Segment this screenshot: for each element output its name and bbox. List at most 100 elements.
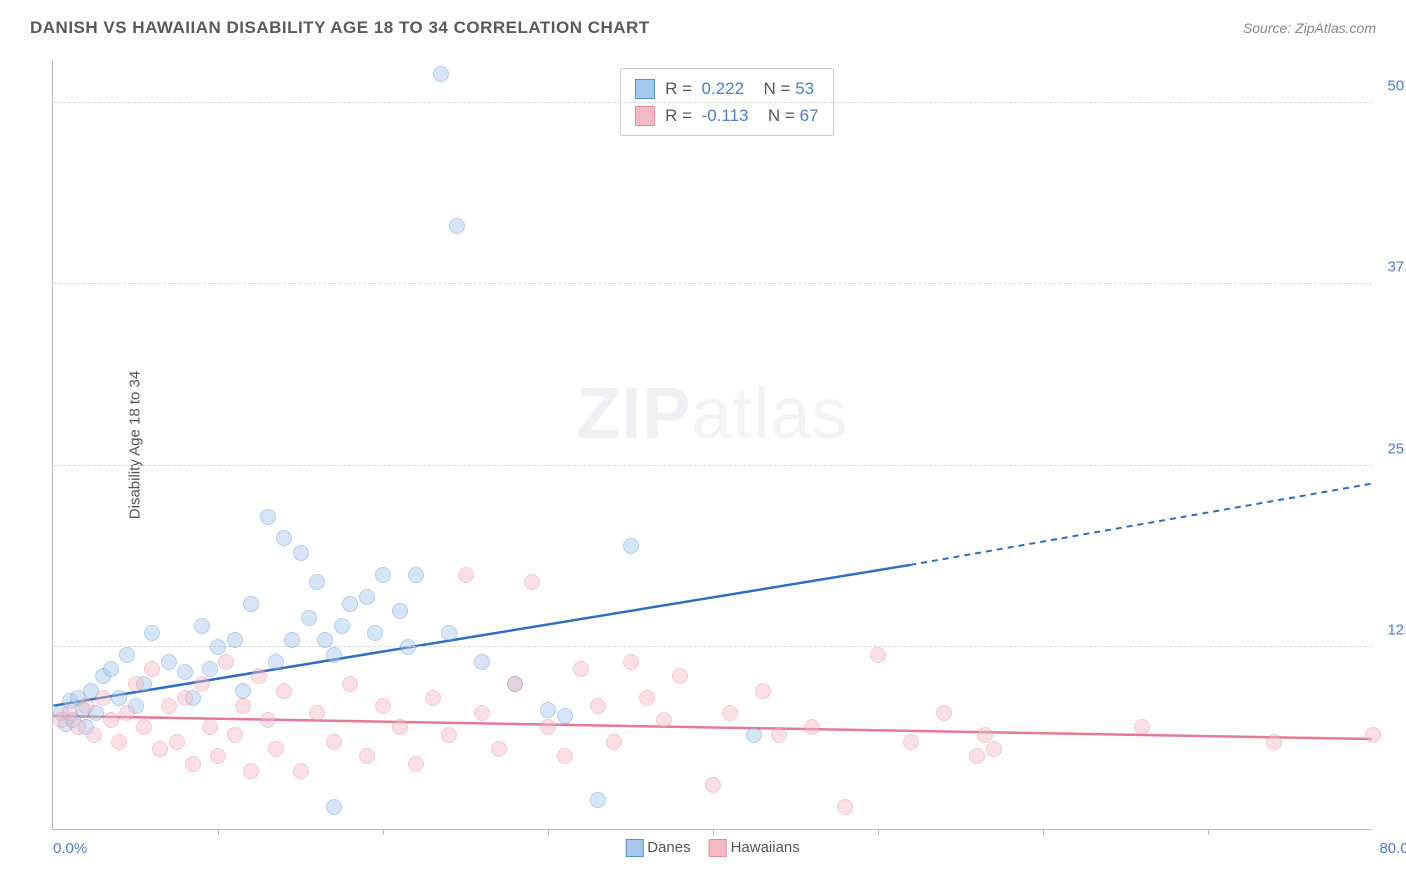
x-tick bbox=[548, 829, 549, 835]
legend-item: Danes bbox=[625, 839, 690, 857]
scatter-point bbox=[317, 632, 333, 648]
legend-swatch bbox=[625, 839, 643, 857]
scatter-point bbox=[837, 799, 853, 815]
scatter-point bbox=[392, 719, 408, 735]
legend-swatch bbox=[709, 839, 727, 857]
x-tick bbox=[713, 829, 714, 835]
scatter-point bbox=[639, 690, 655, 706]
scatter-point bbox=[111, 734, 127, 750]
scatter-point bbox=[705, 777, 721, 793]
scatter-point bbox=[202, 661, 218, 677]
scatter-point bbox=[268, 741, 284, 757]
scatter-point bbox=[1266, 734, 1282, 750]
scatter-point bbox=[251, 668, 267, 684]
scatter-point bbox=[936, 705, 952, 721]
scatter-point bbox=[433, 66, 449, 82]
scatter-point bbox=[367, 625, 383, 641]
scatter-point bbox=[86, 727, 102, 743]
gridline bbox=[53, 102, 1372, 103]
trend-line bbox=[53, 716, 1371, 739]
scatter-point bbox=[986, 741, 1002, 757]
scatter-point bbox=[309, 574, 325, 590]
scatter-point bbox=[359, 748, 375, 764]
scatter-point bbox=[1134, 719, 1150, 735]
scatter-point bbox=[746, 727, 762, 743]
scatter-point bbox=[161, 698, 177, 714]
stats-swatch bbox=[635, 79, 655, 99]
scatter-point bbox=[70, 719, 86, 735]
scatter-point bbox=[573, 661, 589, 677]
scatter-point bbox=[202, 719, 218, 735]
stat-r: R = 0.222 bbox=[665, 75, 744, 102]
y-axis-label: Disability Age 18 to 34 bbox=[127, 370, 144, 518]
scatter-point bbox=[227, 632, 243, 648]
scatter-point bbox=[507, 676, 523, 692]
gridline bbox=[53, 465, 1372, 466]
stat-n: N = 67 bbox=[758, 102, 818, 129]
x-tick bbox=[1208, 829, 1209, 835]
scatter-point bbox=[334, 618, 350, 634]
scatter-point bbox=[722, 705, 738, 721]
scatter-point bbox=[903, 734, 919, 750]
scatter-point bbox=[375, 567, 391, 583]
scatter-point bbox=[301, 610, 317, 626]
scatter-point bbox=[268, 654, 284, 670]
scatter-point bbox=[441, 727, 457, 743]
scatter-point bbox=[392, 603, 408, 619]
scatter-point bbox=[400, 639, 416, 655]
scatter-point bbox=[441, 625, 457, 641]
scatter-point bbox=[185, 756, 201, 772]
scatter-point bbox=[227, 727, 243, 743]
scatter-point bbox=[977, 727, 993, 743]
scatter-point bbox=[755, 683, 771, 699]
gridline bbox=[53, 646, 1372, 647]
scatter-point bbox=[474, 705, 490, 721]
y-tick-label: 12.5% bbox=[1387, 622, 1406, 639]
plot-area: Disability Age 18 to 34 ZIPatlas 0.0% 80… bbox=[52, 60, 1372, 830]
legend-item: Hawaiians bbox=[709, 839, 800, 857]
scatter-point bbox=[152, 741, 168, 757]
scatter-point bbox=[136, 719, 152, 735]
scatter-point bbox=[771, 727, 787, 743]
x-tick bbox=[383, 829, 384, 835]
scatter-point bbox=[969, 748, 985, 764]
stat-r: R = -0.113 bbox=[665, 102, 748, 129]
scatter-point bbox=[309, 705, 325, 721]
x-axis-max-label: 80.0% bbox=[1379, 840, 1406, 857]
scatter-point bbox=[870, 647, 886, 663]
scatter-point bbox=[326, 799, 342, 815]
x-tick bbox=[878, 829, 879, 835]
scatter-point bbox=[144, 625, 160, 641]
scatter-point bbox=[458, 567, 474, 583]
scatter-point bbox=[1365, 727, 1381, 743]
scatter-point bbox=[342, 596, 358, 612]
x-axis-min-label: 0.0% bbox=[53, 840, 87, 857]
scatter-point bbox=[194, 618, 210, 634]
scatter-point bbox=[161, 654, 177, 670]
scatter-point bbox=[590, 792, 606, 808]
scatter-point bbox=[218, 654, 234, 670]
scatter-point bbox=[235, 698, 251, 714]
scatter-point bbox=[119, 647, 135, 663]
x-tick bbox=[218, 829, 219, 835]
scatter-point bbox=[491, 741, 507, 757]
scatter-point bbox=[656, 712, 672, 728]
scatter-point bbox=[169, 734, 185, 750]
scatter-point bbox=[260, 712, 276, 728]
scatter-point bbox=[557, 748, 573, 764]
scatter-point bbox=[119, 705, 135, 721]
scatter-point bbox=[293, 545, 309, 561]
scatter-point bbox=[284, 632, 300, 648]
scatter-point bbox=[606, 734, 622, 750]
stats-row: R = 0.222 N = 53 bbox=[635, 75, 818, 102]
scatter-point bbox=[425, 690, 441, 706]
trend-lines-layer bbox=[53, 60, 1372, 829]
scatter-point bbox=[276, 683, 292, 699]
scatter-point bbox=[540, 719, 556, 735]
x-tick bbox=[1043, 829, 1044, 835]
chart-title: DANISH VS HAWAIIAN DISABILITY AGE 18 TO … bbox=[30, 18, 650, 38]
scatter-point bbox=[342, 676, 358, 692]
scatter-point bbox=[144, 661, 160, 677]
scatter-point bbox=[623, 538, 639, 554]
scatter-point bbox=[210, 639, 226, 655]
